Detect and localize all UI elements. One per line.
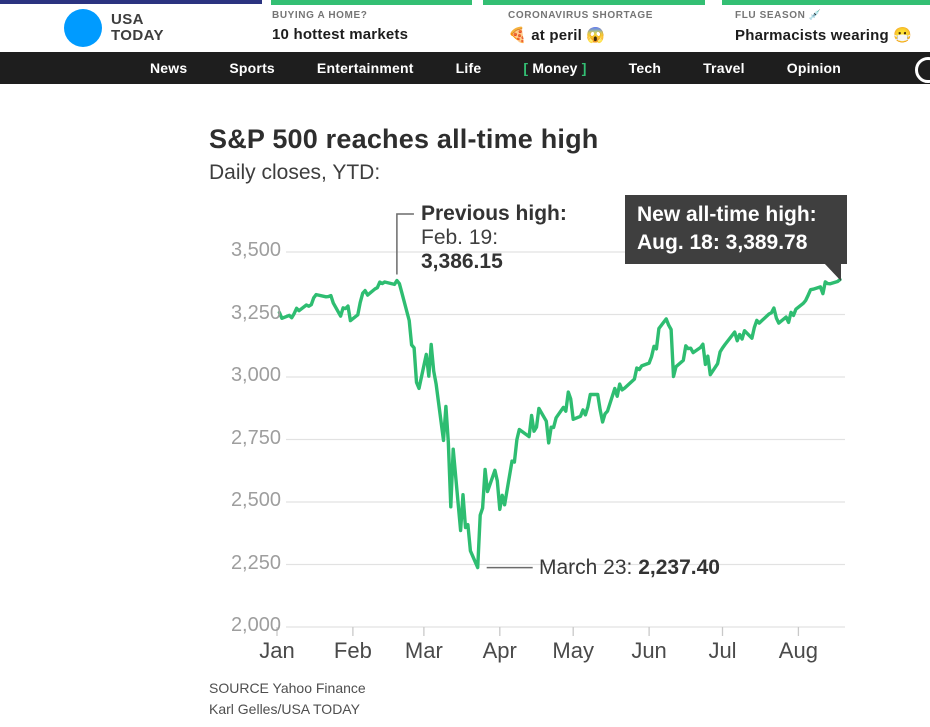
- x-axis-label: Jul: [708, 638, 737, 663]
- teaser-kicker: FLU SEASON 💉: [735, 10, 822, 21]
- teaser-headline: 10 hottest markets: [272, 26, 409, 43]
- nav-item-money[interactable]: [ Money ]: [523, 60, 586, 76]
- new-high-value: Aug. 18: 3,389.78: [637, 231, 808, 254]
- search-icon[interactable]: [915, 57, 930, 83]
- previous-high-label: Previous high:: [421, 202, 567, 225]
- y-axis-label: 3,000: [230, 364, 281, 386]
- x-axis-label: Apr: [482, 638, 517, 663]
- annotation-previous-high: Previous high: Feb. 19: 3,386.15: [421, 202, 567, 274]
- nav-item-opinion[interactable]: Opinion: [786, 60, 842, 76]
- nav-item-sports[interactable]: Sports: [229, 60, 275, 76]
- x-axis-label: Feb: [333, 638, 372, 663]
- teaser-headline: 🍕 at peril 😱: [508, 27, 606, 44]
- nav-item-entertainment[interactable]: Entertainment: [316, 60, 414, 76]
- chart-source: SOURCE Yahoo Finance Karl Gelles/USA TOD…: [209, 678, 366, 720]
- sp500-price-line: [277, 277, 842, 570]
- teaser-buying-a-home[interactable]: BUYING A HOME? 10 hottest markets: [272, 10, 408, 43]
- y-axis-label: 3,250: [230, 301, 281, 324]
- x-axis-label: Jan: [259, 638, 295, 663]
- teaser-coronavirus-shortage[interactable]: CORONAVIRUS SHORTAGE 🍕 at peril 😱: [508, 10, 653, 44]
- previous-high-value: 3,386.15: [421, 250, 503, 273]
- y-axis-label: 2,000: [230, 614, 281, 636]
- teaser-headline: Pharmacists wearing 😷: [735, 27, 913, 44]
- teaser-flu-season[interactable]: FLU SEASON 💉 Pharmacists wearing 😷: [735, 10, 912, 44]
- x-axis-label: Jun: [631, 638, 667, 663]
- y-axis-label: 2,250: [230, 551, 281, 574]
- march-low-label: March 23:: [539, 556, 639, 579]
- source-line: SOURCE Yahoo Finance: [209, 680, 366, 696]
- usa-today-logo-circle-icon: [64, 9, 102, 47]
- usa-today-logo-text: USA TODAY: [111, 11, 164, 44]
- top-green-strip: [483, 0, 705, 5]
- march-low-value: 2,237.40: [638, 556, 720, 579]
- top-navy-strip: [0, 0, 262, 4]
- tooltip-pointer: [824, 263, 841, 281]
- top-green-strip: [722, 0, 930, 5]
- new-high-label: New all-time high:: [637, 203, 817, 226]
- teaser-kicker: CORONAVIRUS SHORTAGE: [508, 10, 653, 21]
- nav-item-news[interactable]: News: [150, 60, 188, 76]
- annotation-march-low: March 23: 2,237.40: [539, 556, 720, 580]
- credit-line: Karl Gelles/USA TODAY: [209, 701, 360, 717]
- annotation-new-all-time-high: New all-time high: Aug. 18: 3,389.78: [625, 195, 847, 281]
- previous-high-leader-line: [396, 213, 414, 275]
- nav-item-money-label: Money: [532, 60, 578, 76]
- usa-today-logo[interactable]: USA TODAY: [64, 9, 164, 47]
- teaser-kicker: BUYING A HOME?: [272, 10, 368, 21]
- page-title: S&P 500 reaches all-time high: [209, 124, 599, 154]
- chart-subtitle: Daily closes, YTD:: [209, 161, 381, 184]
- main-nav: News Sports Entertainment Life [ Money ]…: [0, 52, 930, 84]
- money-bracket-right: ]: [581, 60, 587, 76]
- nav-item-tech[interactable]: Tech: [628, 60, 662, 76]
- nav-item-travel[interactable]: Travel: [703, 60, 745, 76]
- y-axis-label: 3,500: [230, 239, 281, 261]
- y-axis-label: 2,500: [230, 489, 281, 511]
- x-axis-label: May: [552, 638, 594, 663]
- nav-item-life[interactable]: Life: [455, 60, 482, 76]
- x-axis-label: Aug: [778, 638, 818, 663]
- previous-high-date: Feb. 19:: [421, 226, 499, 249]
- top-green-strip: [271, 0, 472, 5]
- money-bracket-left: [: [523, 60, 529, 76]
- y-axis-label: 2,750: [230, 426, 281, 449]
- x-axis-label: Mar: [404, 638, 443, 663]
